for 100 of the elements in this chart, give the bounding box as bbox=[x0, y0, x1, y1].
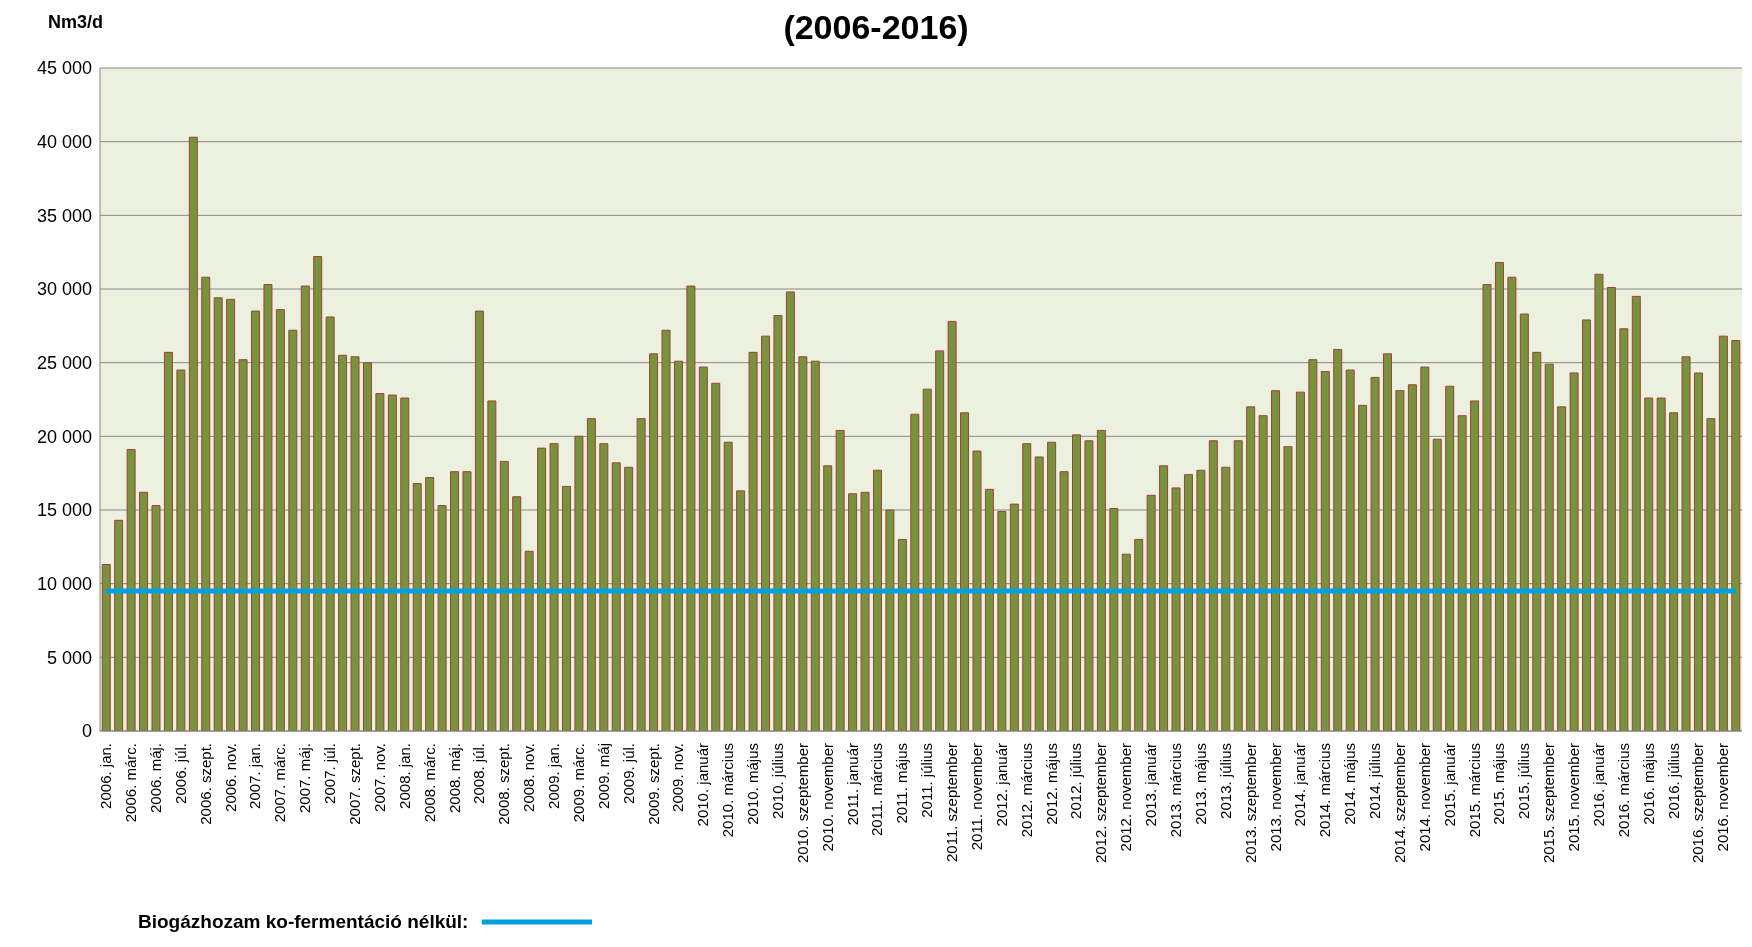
y-tick-label: 10 000 bbox=[36, 574, 92, 595]
bar bbox=[1569, 372, 1579, 731]
bar bbox=[1283, 446, 1293, 731]
bar bbox=[1656, 397, 1666, 731]
x-tick-label: 2013. július bbox=[1216, 743, 1234, 819]
x-tick-label: 2014. szeptember bbox=[1390, 743, 1408, 864]
bar bbox=[387, 394, 397, 731]
x-tick-label: 2007. máj. bbox=[296, 743, 314, 814]
bar bbox=[537, 447, 547, 731]
bar bbox=[1034, 456, 1044, 731]
bar bbox=[288, 329, 298, 731]
bar bbox=[773, 315, 783, 731]
bar bbox=[1208, 440, 1218, 731]
y-tick-label: 15 000 bbox=[36, 500, 92, 521]
bar bbox=[101, 564, 111, 731]
bar bbox=[586, 418, 596, 731]
x-tick-label: 2008. júl. bbox=[470, 743, 488, 804]
bar bbox=[835, 429, 845, 731]
bar bbox=[673, 360, 683, 731]
bar bbox=[1134, 538, 1144, 731]
x-tick-label: 2007. jan. bbox=[246, 743, 264, 809]
y-tick-label: 35 000 bbox=[36, 205, 92, 226]
bar bbox=[686, 285, 696, 731]
bar bbox=[275, 309, 285, 731]
bar bbox=[338, 354, 348, 731]
bar bbox=[1159, 465, 1169, 731]
bar bbox=[1358, 404, 1368, 731]
bar bbox=[263, 284, 273, 731]
bar bbox=[1271, 390, 1281, 731]
bar bbox=[1457, 415, 1467, 731]
x-tick-label: 2008. jan. bbox=[395, 743, 413, 809]
bar bbox=[922, 388, 932, 731]
bar bbox=[251, 310, 261, 731]
bar bbox=[611, 462, 621, 731]
x-tick-label: 2009. nov. bbox=[669, 743, 687, 812]
bar bbox=[823, 465, 833, 731]
bar bbox=[1171, 487, 1181, 731]
bar bbox=[1383, 353, 1392, 731]
x-tick-label: 2006. szept. bbox=[196, 743, 214, 825]
bar bbox=[226, 298, 236, 731]
x-tick-label: 2007. júl. bbox=[321, 743, 339, 804]
bar bbox=[574, 435, 584, 731]
x-tick-label: 2012. november bbox=[1117, 743, 1135, 852]
x-tick-label: 2009. márc. bbox=[569, 743, 587, 823]
x-tick-label: 2013. szeptember bbox=[1241, 743, 1259, 864]
y-tick-label: 0 bbox=[81, 721, 92, 742]
bar bbox=[1146, 494, 1156, 731]
bar bbox=[761, 335, 771, 731]
x-tick-label: 2016. március bbox=[1614, 743, 1632, 838]
bar bbox=[599, 443, 609, 731]
bar bbox=[1693, 372, 1703, 731]
bar bbox=[1072, 434, 1082, 731]
x-tick-label: 2012. március bbox=[1017, 743, 1035, 838]
bar bbox=[1333, 348, 1343, 731]
y-axis-title: Nm3/d bbox=[48, 12, 104, 33]
bar bbox=[1507, 276, 1517, 731]
bar bbox=[1084, 440, 1094, 731]
x-tick-label: 2010. március bbox=[719, 743, 737, 838]
bar bbox=[785, 291, 795, 731]
bar bbox=[1096, 429, 1106, 731]
bar bbox=[810, 360, 820, 731]
bar bbox=[1420, 366, 1430, 731]
x-tick-label: 2006. márc. bbox=[122, 743, 140, 823]
x-tick-label: 2014. november bbox=[1415, 743, 1433, 852]
bar bbox=[1544, 363, 1554, 731]
bar bbox=[935, 350, 945, 731]
bar bbox=[1022, 443, 1032, 731]
bar bbox=[313, 256, 323, 731]
y-tick-label: 45 000 bbox=[36, 58, 92, 79]
bar bbox=[362, 362, 372, 731]
bar bbox=[499, 460, 509, 731]
bar bbox=[1706, 418, 1716, 731]
bar bbox=[1631, 295, 1641, 731]
x-tick-label: 2013. november bbox=[1266, 743, 1284, 852]
bar bbox=[624, 466, 634, 731]
bar bbox=[1121, 553, 1131, 731]
bar bbox=[872, 469, 882, 731]
x-tick-label: 2012. szeptember bbox=[1092, 743, 1110, 864]
x-tick-label: 2016. november bbox=[1714, 743, 1732, 852]
x-tick-label: 2006. jan. bbox=[97, 743, 115, 809]
bar bbox=[984, 488, 994, 731]
x-tick-label: 2013. január bbox=[1142, 743, 1160, 827]
bar bbox=[798, 356, 808, 731]
x-tick-label: 2010. november bbox=[818, 743, 836, 852]
y-tick-label: 30 000 bbox=[36, 279, 92, 300]
text: Biogázhozam ko-fermentáció nélkül: bbox=[138, 911, 469, 933]
x-tick-label: 2014. január bbox=[1291, 743, 1309, 827]
bar bbox=[1047, 441, 1057, 731]
bar bbox=[661, 329, 671, 731]
bar bbox=[1345, 369, 1355, 731]
x-tick-label: 2015. május bbox=[1490, 743, 1508, 825]
bar bbox=[1582, 319, 1592, 731]
bar bbox=[972, 450, 982, 731]
x-tick-label: 2010. január bbox=[694, 743, 712, 827]
bar bbox=[636, 418, 646, 731]
x-tick-label: 2008. márc. bbox=[420, 743, 438, 823]
bar bbox=[325, 316, 335, 731]
x-tick-label: 2015. július bbox=[1515, 743, 1533, 819]
bar bbox=[1059, 471, 1069, 731]
bar bbox=[300, 285, 310, 731]
